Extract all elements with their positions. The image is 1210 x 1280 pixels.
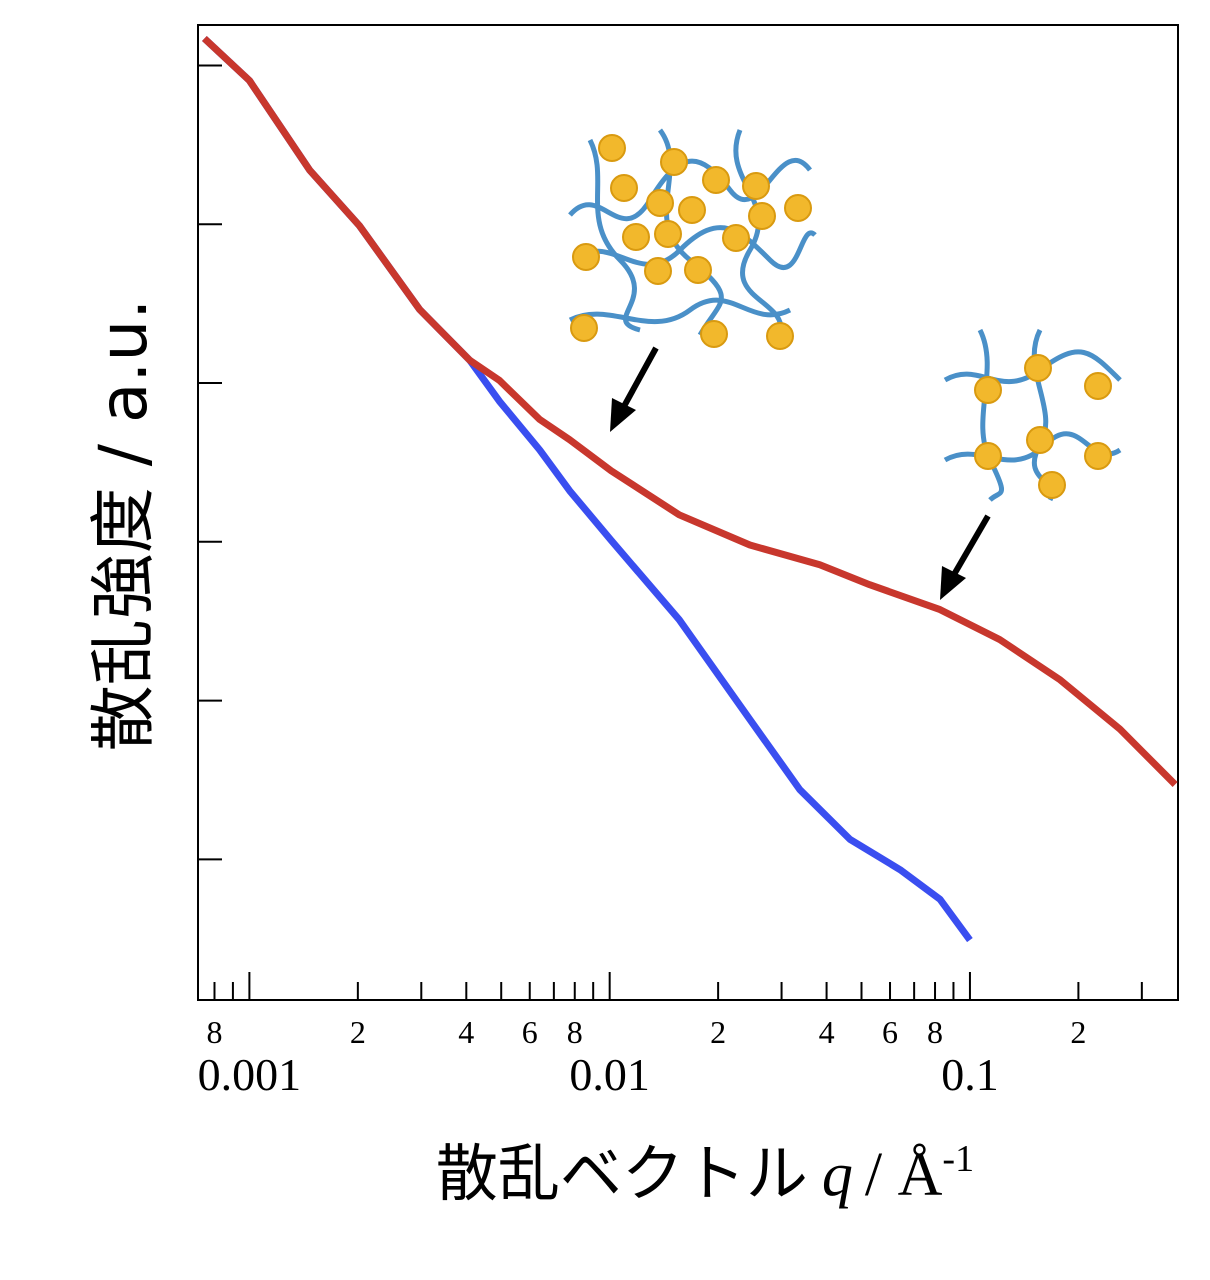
y-axis-label: 散乱強度 / a.u. — [85, 299, 162, 751]
x-label-text: 散乱ベクトル — [436, 1137, 808, 1210]
x-minor-tick-label: 2 — [1070, 1014, 1086, 1050]
x-minor-tick-label: 2 — [350, 1014, 366, 1050]
x-minor-tick-label: 8 — [927, 1014, 943, 1050]
x-label-variable: q — [822, 1141, 853, 1209]
x-tick-label: 0.01 — [569, 1049, 650, 1100]
x-minor-tick-label: 6 — [882, 1014, 898, 1050]
x-axis-label: 散乱ベクトル q / Å-1 — [436, 1137, 974, 1210]
x-minor-tick-label: 4 — [819, 1014, 835, 1050]
x-minor-tick-label: 8 — [567, 1014, 583, 1050]
x-label-unit: / Å — [865, 1141, 943, 1209]
data-line — [202, 35, 973, 943]
plot-frame — [197, 24, 1179, 1001]
illustration-sparse-particles — [974, 354, 1112, 499]
illustration-dense-particles — [570, 134, 812, 350]
arrows — [610, 346, 991, 600]
x-label-exponent: -1 — [942, 1138, 974, 1180]
data-line — [202, 35, 1178, 787]
x-tick-label: 0.1 — [941, 1049, 999, 1100]
x-minor-tick-label: 8 — [206, 1014, 222, 1050]
x-minor-tick-label: 4 — [458, 1014, 474, 1050]
x-minor-tick-label: 6 — [522, 1014, 538, 1050]
x-tick-label: 0.001 — [198, 1049, 302, 1100]
x-minor-tick-label: 2 — [710, 1014, 726, 1050]
